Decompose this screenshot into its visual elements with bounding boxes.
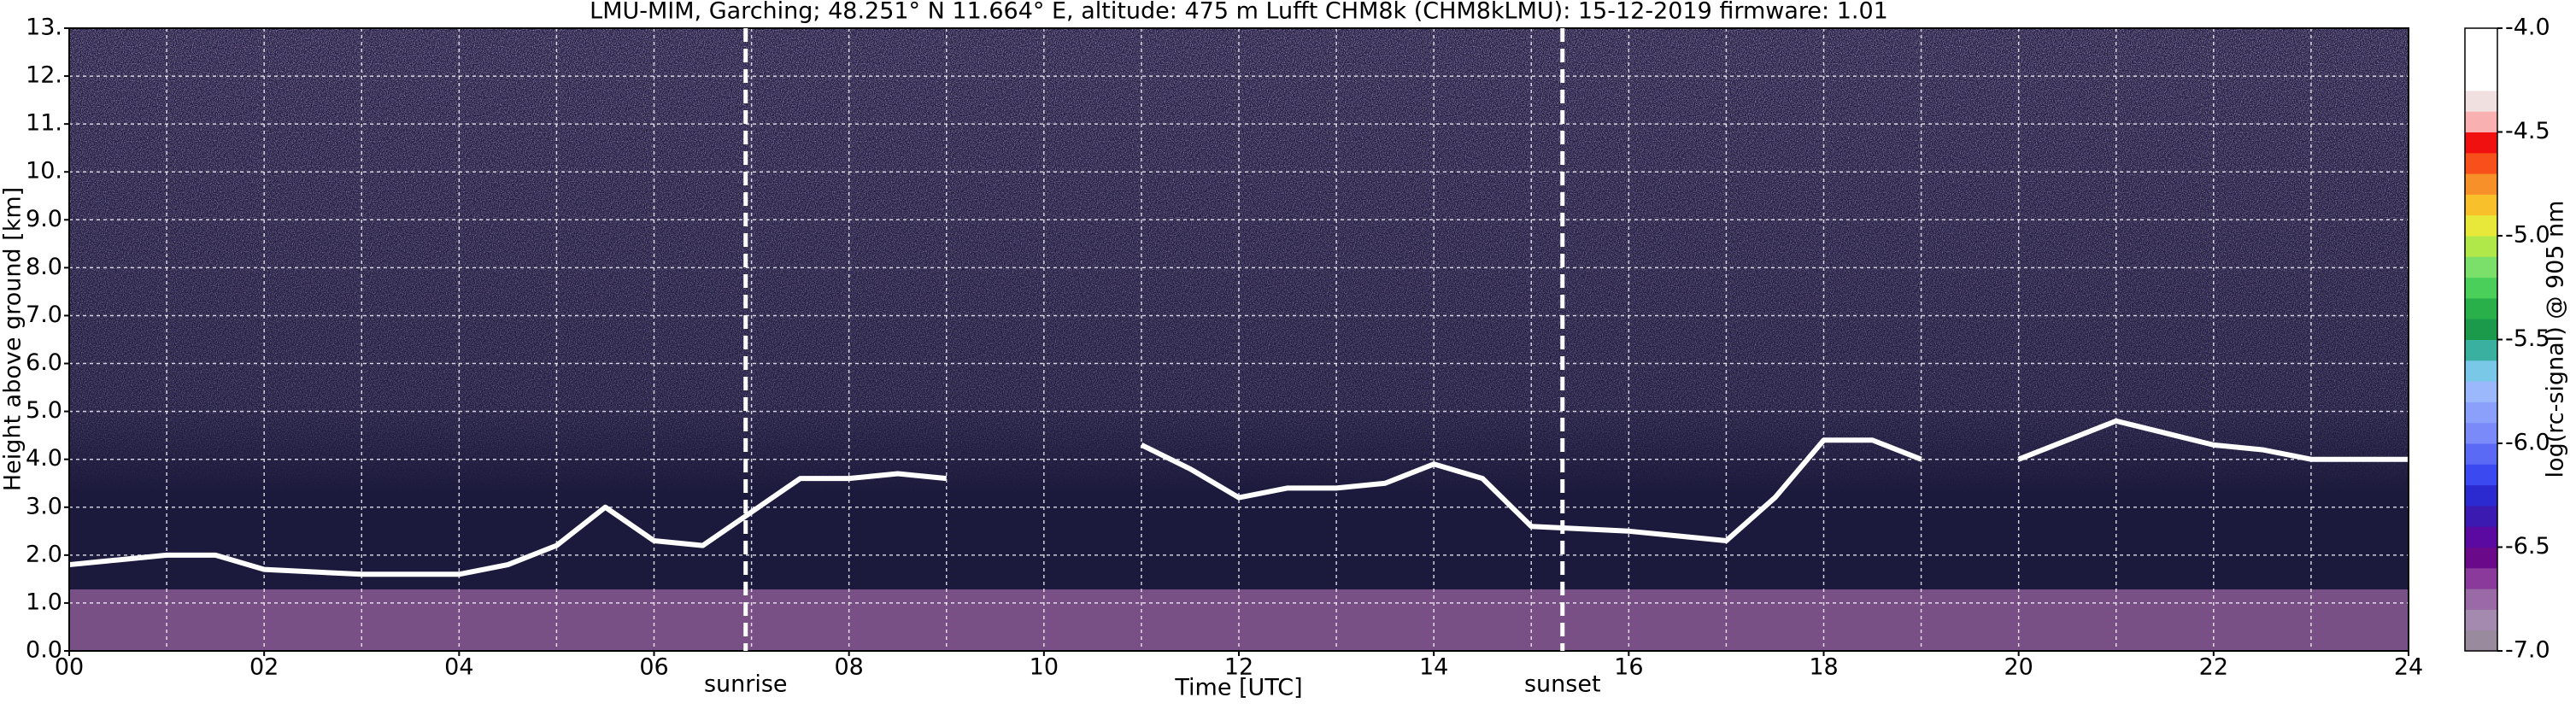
colorbar-segment [2465, 589, 2497, 610]
y-tick-label: 12. [26, 62, 62, 89]
colorbar-segment [2465, 90, 2497, 112]
y-tick-label: 7.0 [26, 302, 62, 328]
colorbar-segment [2465, 277, 2497, 299]
colorbar-segment [2465, 484, 2497, 507]
colorbar-tick-label: -4.0 [2505, 15, 2550, 41]
y-tick-label: 13. [26, 15, 62, 41]
y-tick-label: 6.0 [26, 349, 62, 376]
colorbar-tick-label: -7.0 [2505, 637, 2550, 664]
y-tick-label: 2.0 [26, 541, 62, 567]
x-tick-label: 22 [2199, 654, 2228, 681]
y-tick-label: 11. [26, 110, 62, 137]
colorbar-segment [2465, 132, 2497, 154]
chart-title: LMU-MIM, Garching; 48.251° N 11.664° E, … [590, 0, 1888, 25]
colorbar-label: log(rc-signal) @ 905 nm [2543, 201, 2569, 478]
y-tick-label: 4.0 [26, 445, 62, 472]
x-tick-label: 20 [2004, 654, 2033, 681]
x-tick-label: 18 [1809, 654, 1838, 681]
annotation-label: sunset [1524, 671, 1601, 698]
colorbar-tick-label: -6.5 [2505, 533, 2550, 560]
colorbar-segment [2465, 526, 2497, 548]
x-tick-label: 12 [1224, 654, 1253, 681]
colorbar-segment [2465, 236, 2497, 257]
x-tick-label: 16 [1614, 654, 1643, 681]
colorbar-segment [2465, 111, 2497, 132]
colorbar-segment [2465, 381, 2497, 402]
ground-layer [69, 589, 2409, 651]
x-tick-label: 08 [834, 654, 863, 681]
colorbar-tick-label: -5.5 [2505, 325, 2550, 352]
y-tick-label: 10. [26, 158, 62, 185]
colorbar-segment [2465, 505, 2497, 527]
colorbar-segment [2465, 567, 2497, 589]
x-tick-label: 04 [444, 654, 473, 681]
cloud-layer [68, 418, 2409, 577]
colorbar-tick-label: -5.0 [2505, 222, 2550, 249]
colorbar-segment [2465, 194, 2497, 216]
colorbar-segment [2465, 214, 2497, 237]
annotation-label: sunrise [704, 671, 788, 698]
colorbar-segment [2465, 256, 2497, 278]
y-tick-label: 5.0 [26, 397, 62, 424]
colorbar-segment [2465, 28, 2497, 50]
colorbar-segment [2465, 464, 2497, 486]
marks [68, 418, 2409, 577]
colorbar-tick-label: -4.5 [2505, 118, 2550, 144]
x-axis-label: Time [UTC] [1174, 675, 1302, 701]
y-tick-label: 3.0 [26, 493, 62, 519]
colorbar-segment [2465, 339, 2497, 361]
x-tick-label: 10 [1030, 654, 1059, 681]
colorbar-segment [2465, 297, 2497, 319]
colorbar-segment [2465, 49, 2497, 71]
x-tick-label: 14 [1419, 654, 1448, 681]
colorbar-segment [2465, 630, 2497, 652]
colorbar-segment [2465, 609, 2497, 631]
x-tick-label: 24 [2394, 654, 2423, 681]
colorbar-segment [2465, 173, 2497, 195]
y-tick-label: 9.0 [26, 206, 62, 232]
y-tick-label: 8.0 [26, 254, 62, 280]
x-tick-label: 00 [55, 654, 84, 681]
colorbar-tick-label: -6.0 [2505, 430, 2550, 456]
y-tick-label: 0.0 [26, 637, 62, 664]
colorbar-segment [2465, 443, 2497, 465]
colorbar-segment [2465, 319, 2497, 340]
x-tick-label: 02 [249, 654, 279, 681]
colorbar-segment [2465, 422, 2497, 444]
colorbar-segment [2465, 360, 2497, 382]
y-tick-label: 1.0 [26, 589, 62, 615]
colorbar-segment [2465, 69, 2497, 91]
x-tick-label: 06 [639, 654, 668, 681]
y-axis-label: Height above ground [km] [0, 187, 26, 491]
colorbar-segment [2465, 152, 2497, 174]
colorbar-segment [2465, 401, 2497, 424]
colorbar-segment [2465, 547, 2497, 569]
